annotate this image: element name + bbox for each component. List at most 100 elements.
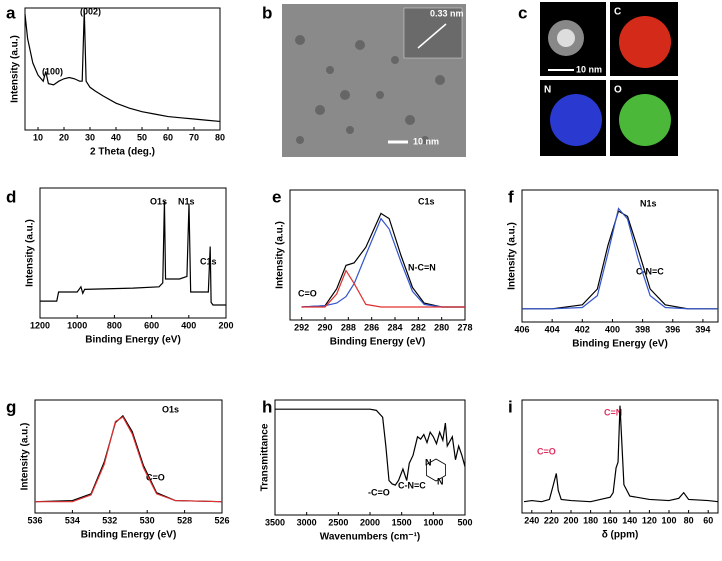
- x-tick-label: 1000: [67, 320, 87, 330]
- panel-label: i: [508, 397, 513, 416]
- x-tick-label: 394: [695, 324, 710, 334]
- line-series: [522, 210, 718, 310]
- x-tick-label: 80: [684, 515, 694, 525]
- x-tick-label: 60: [703, 515, 713, 525]
- panel-label: f: [508, 187, 514, 206]
- annotation: C=N: [604, 407, 622, 417]
- x-tick-label: 1500: [392, 517, 412, 527]
- map-label: O: [614, 85, 622, 96]
- x-tick-label: 20: [59, 132, 69, 142]
- x-tick-label: 2500: [328, 517, 348, 527]
- x-tick-label: 120: [642, 515, 657, 525]
- annotation: C-N=C: [398, 480, 426, 490]
- annotation: C=O: [298, 288, 317, 298]
- x-tick-label: 404: [545, 324, 560, 334]
- x-tick-label: 288: [341, 322, 356, 332]
- line-series: [40, 200, 226, 306]
- annotation: O1s: [162, 404, 179, 414]
- x-axis-label: Binding Energy (eV): [572, 339, 668, 350]
- annotation: N: [437, 476, 444, 486]
- x-tick-label: 160: [603, 515, 618, 525]
- plot-frame: [289, 189, 466, 321]
- x-axis-label: Binding Energy (eV): [85, 335, 181, 346]
- x-tick-label: 400: [605, 324, 620, 334]
- scale-label: 10 nm: [576, 64, 602, 74]
- x-tick-label: 40: [111, 132, 121, 142]
- line-series: [275, 408, 466, 486]
- x-tick-label: 200: [563, 515, 578, 525]
- x-tick-label: 180: [583, 515, 598, 525]
- x-tick-label: 284: [387, 322, 402, 332]
- map-label: C: [614, 7, 621, 18]
- x-tick-label: 60: [163, 132, 173, 142]
- lattice-label: 0.33 nm: [430, 8, 464, 18]
- scale-label: 10 nm: [413, 136, 439, 146]
- x-axis-label: Wavenumbers (cm⁻¹): [320, 532, 420, 543]
- line-series: [301, 212, 465, 308]
- y-axis-label: Intensity (a.u.): [507, 222, 518, 290]
- x-tick-label: 292: [294, 322, 309, 332]
- annotation: O1s: [150, 196, 167, 206]
- x-tick-label: 220: [544, 515, 559, 525]
- y-axis-label: Intensity (a.u.): [275, 221, 286, 289]
- x-axis-label: δ (ppm): [602, 530, 639, 541]
- plot-frame: [274, 399, 466, 516]
- annotation: (002): [80, 6, 101, 16]
- annotation: C-N=C: [636, 266, 664, 276]
- x-tick-label: 536: [27, 515, 42, 525]
- x-tick-label: 406: [514, 324, 529, 334]
- plot-frame: [39, 187, 227, 319]
- x-tick-label: 50: [137, 132, 147, 142]
- x-tick-label: 530: [140, 515, 155, 525]
- annotation: (100): [42, 66, 63, 76]
- line-series: [24, 10, 221, 123]
- annotation: C=O: [537, 446, 556, 456]
- annotation: N1s: [178, 196, 195, 206]
- panel-label: h: [262, 397, 272, 416]
- y-axis-label: Intensity (a.u.): [10, 35, 21, 103]
- x-tick-label: 80: [215, 132, 225, 142]
- annotation: C=O: [146, 472, 165, 482]
- y-axis-label: Intensity (a.u.): [20, 423, 31, 491]
- annotation: C1s: [418, 196, 435, 206]
- x-tick-label: 534: [65, 515, 80, 525]
- x-tick-label: 70: [189, 132, 199, 142]
- x-tick-label: 532: [102, 515, 117, 525]
- x-tick-label: 526: [214, 515, 229, 525]
- x-tick-label: 402: [575, 324, 590, 334]
- panel-label: c: [518, 3, 527, 22]
- line-series: [35, 416, 223, 503]
- plot-frame: [521, 399, 719, 514]
- plot-frame: [34, 399, 223, 514]
- line-series: [522, 207, 718, 310]
- x-tick-label: 278: [457, 322, 472, 332]
- x-tick-label: 10: [33, 132, 43, 142]
- x-tick-label: 30: [85, 132, 95, 142]
- tem-image: 0.33 nm 10 nm: [282, 4, 466, 157]
- plot-frame: [521, 189, 719, 323]
- x-tick-label: 3000: [297, 517, 317, 527]
- x-tick-label: 500: [457, 517, 472, 527]
- line-series: [523, 405, 719, 503]
- ring-icon: [426, 458, 446, 482]
- y-axis-label: Intensity (a.u.): [25, 219, 36, 287]
- x-axis-label: Binding Energy (eV): [81, 530, 177, 541]
- y-axis-label: Transmittance: [260, 423, 271, 491]
- x-tick-label: 140: [622, 515, 637, 525]
- plot-frame: [24, 7, 221, 131]
- panel-label: b: [262, 3, 272, 22]
- annotation: N-C=N: [408, 262, 436, 272]
- x-tick-label: 290: [317, 322, 332, 332]
- x-tick-label: 240: [524, 515, 539, 525]
- annotation: -C=O: [368, 487, 390, 497]
- line-series: [34, 414, 223, 503]
- panel-label: d: [6, 187, 16, 206]
- panel-label: g: [6, 397, 16, 416]
- x-tick-label: 400: [181, 320, 196, 330]
- x-axis-label: Binding Energy (eV): [330, 337, 426, 348]
- panel-label: a: [6, 3, 16, 22]
- x-tick-label: 1200: [30, 320, 50, 330]
- panel-label: e: [272, 187, 281, 206]
- x-tick-label: 100: [661, 515, 676, 525]
